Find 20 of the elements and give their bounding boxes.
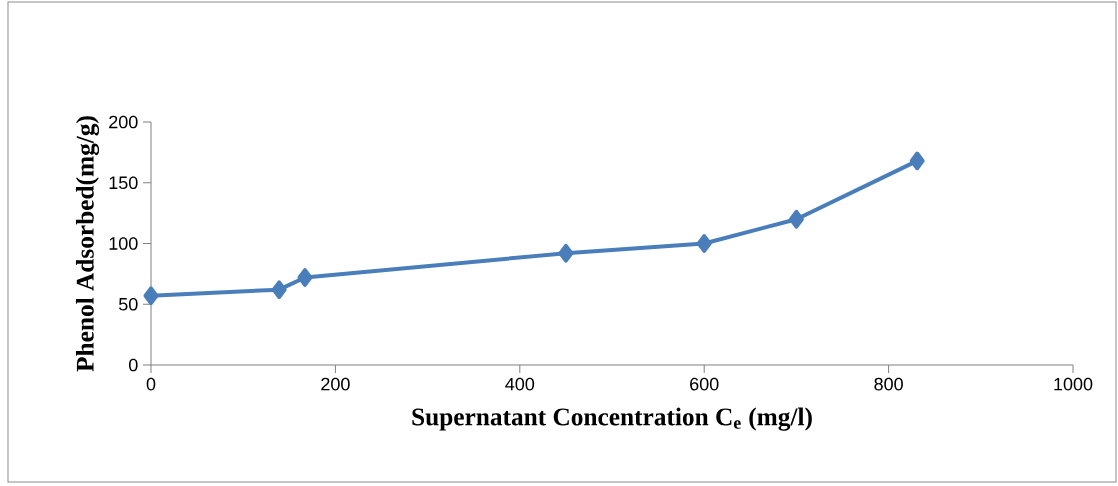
y-tick-label: 150 xyxy=(109,176,138,190)
point xyxy=(788,209,804,229)
x-tick-label: 400 xyxy=(505,377,535,391)
point xyxy=(909,151,925,171)
y-tick-label: 50 xyxy=(118,297,138,311)
x-tick-label: 200 xyxy=(321,377,350,391)
x-tick-label: 0 xyxy=(146,377,156,391)
point xyxy=(271,280,287,299)
point xyxy=(297,268,313,287)
y-tick-label: 100 xyxy=(109,237,138,250)
x-tick-label: 1000 xyxy=(1054,377,1093,391)
x-tick-label: 600 xyxy=(690,377,719,391)
y-axis-title: Phenol Adsorbed(mg/g) xyxy=(75,116,100,372)
y-tick-label: 200 xyxy=(109,115,138,129)
x-tick-label: 800 xyxy=(874,377,903,391)
y-tick-label: 0 xyxy=(128,358,138,372)
point xyxy=(143,286,159,306)
point xyxy=(558,243,574,263)
x-axis-title: Supernatant Concentration C$_{e}$ (mg/l) xyxy=(412,407,812,431)
point xyxy=(696,234,712,253)
